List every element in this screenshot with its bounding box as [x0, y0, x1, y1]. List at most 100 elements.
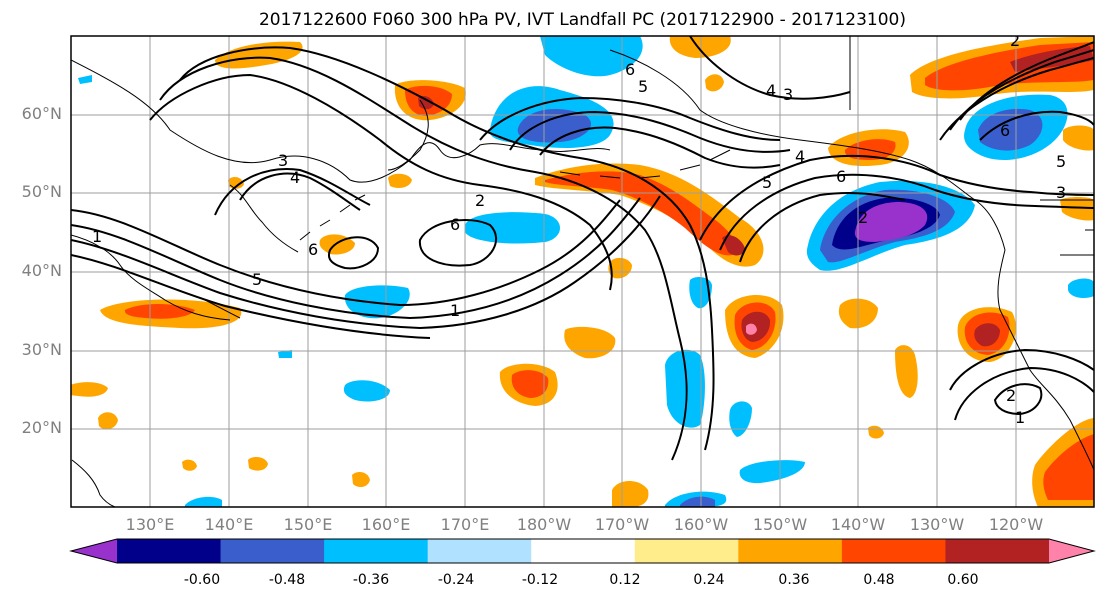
pv-contour-8 [418, 219, 497, 267]
pv-contour-15 [509, 110, 791, 153]
positive-anomaly-s1 [608, 257, 632, 279]
negative-anomaly-gulf-alaska-core [854, 202, 928, 242]
coast-na-west [997, 249, 1094, 471]
lon-label-130w: 130°W [909, 515, 965, 534]
colorbar-tick-label: 0.36 [778, 572, 810, 588]
lon-label-170e: 170°E [440, 515, 490, 534]
contour-label: 6 [625, 60, 635, 79]
pv-contour-2 [71, 197, 641, 320]
coast-aleutians [559, 149, 731, 179]
colorbar-tick-label: -0.60 [183, 572, 221, 588]
positive-anomaly-north-3 [705, 74, 724, 92]
pv-contours [71, 36, 1094, 461]
contour-label: 3 [1056, 183, 1066, 202]
positive-anomaly-siberia-core [418, 96, 434, 110]
positive-anomaly-west-jet-core [124, 304, 195, 319]
colorbar-tick-label: 0.12 [609, 572, 641, 588]
pv-contour-14 [479, 96, 781, 141]
coast-philippines [71, 459, 116, 507]
colorbar-tick-label: 0.48 [863, 572, 895, 588]
contour-label: 2 [1010, 31, 1020, 50]
lat-label-20n: 20°N [21, 418, 62, 437]
lat-label-30n: 30°N [21, 340, 62, 359]
pv-contour-4 [71, 254, 431, 339]
positive-anomaly-north-2 [669, 36, 731, 58]
colorbar-tick-label: 0.60 [947, 572, 979, 588]
positive-anomaly-s8 [1063, 125, 1094, 151]
negative-anomaly-ne [1068, 278, 1094, 298]
positive-anomaly-subtropics-core [511, 370, 549, 398]
negative-anomaly-south-4 [739, 460, 805, 484]
lon-label-120w: 120°W [988, 515, 1044, 534]
contour-labels: 1 5 6 3 4 2 6 1 4 3 6 5 4 5 6 2 6 2 1 3 … [92, 31, 1066, 427]
colorbar-segment [427, 539, 532, 563]
positive-anomaly-s3 [71, 382, 108, 397]
coast-nw [849, 36, 1094, 256]
colorbar-tick-label: -0.12 [521, 572, 559, 588]
pv-contour-11 [719, 173, 1094, 251]
contour-label: 1 [1015, 408, 1025, 427]
coast-japan [204, 184, 299, 319]
coast-kuril [299, 194, 366, 241]
negative-anomaly-dot-1 [278, 350, 292, 358]
colorbar-segment [324, 539, 429, 563]
pv-contour-16 [539, 126, 781, 169]
contour-label: 6 [836, 167, 846, 186]
negative-anomaly-central [465, 212, 560, 244]
contour-label: 4 [290, 168, 300, 187]
positive-anomaly-s7-core [1043, 434, 1094, 500]
negative-anomaly-bering-core [517, 108, 591, 143]
pv-contour-9 [327, 236, 380, 270]
colorbar-segment [531, 539, 636, 563]
lon-label-140w: 140°W [830, 515, 886, 534]
positive-anomaly-s11 [868, 425, 884, 439]
pv-contour-25 [239, 172, 361, 211]
colorbar [69, 538, 1096, 564]
positive-anomaly-ne-pac-2 [895, 345, 918, 398]
pv-contour-21 [949, 348, 1094, 391]
contour-label: 5 [1056, 152, 1066, 171]
colorbar-segment [841, 539, 946, 563]
contour-label: 6 [308, 240, 318, 259]
contour-label: 2 [475, 191, 485, 210]
contour-label: 3 [278, 151, 288, 170]
pv-contour-13 [689, 36, 851, 100]
pv-contour-5 [149, 73, 613, 291]
negative-anomaly-west [344, 285, 410, 319]
positive-anomaly-kuril [388, 173, 412, 188]
contour-label: 5 [762, 173, 772, 192]
contour-label: 2 [1006, 386, 1016, 405]
positive-anomaly-jet-core [722, 235, 745, 256]
contour-label: 4 [766, 81, 776, 100]
positive-anomaly-central-s [564, 326, 616, 359]
contour-label: 6 [1000, 121, 1010, 140]
colorbar-tick-label: -0.48 [268, 572, 306, 588]
contour-label: 2 [858, 208, 868, 227]
pv-contour-12 [739, 191, 906, 263]
colorbar-segment [945, 539, 1050, 563]
contour-label: 6 [450, 215, 460, 234]
colorbar-segment [220, 539, 325, 563]
negative-anomaly-canada-core [978, 108, 1043, 151]
negative-anomaly-alaska-north [540, 36, 643, 77]
colorbar-tick-label: -0.36 [352, 572, 390, 588]
pv-contour-10 [699, 155, 1094, 241]
pv-contour-20 [979, 110, 1094, 141]
positive-anomaly-s4 [98, 412, 118, 430]
contour-label: 1 [450, 301, 460, 320]
colorbar-extend-min [71, 539, 117, 563]
lat-label-60n: 60°N [21, 104, 62, 123]
lon-label-150e: 150°E [283, 515, 333, 534]
positive-anomaly-s6 [352, 472, 370, 488]
positive-anomaly-s10 [182, 459, 197, 471]
positive-anomaly-hawaii-n-core [746, 323, 757, 335]
negative-anomaly-south-5-core [680, 496, 715, 507]
contour-label: 1 [92, 227, 102, 246]
lon-label-140e: 140°E [204, 515, 254, 534]
lon-label-150w: 150°W [752, 515, 808, 534]
pv-contour-7 [179, 46, 715, 451]
map-title: 2017122600 F060 300 hPa PV, IVT Landfall… [258, 10, 906, 30]
negative-anomaly-south-3 [729, 401, 752, 437]
negative-anomaly-dot-2 [78, 75, 92, 84]
contour-label: 5 [638, 77, 648, 96]
